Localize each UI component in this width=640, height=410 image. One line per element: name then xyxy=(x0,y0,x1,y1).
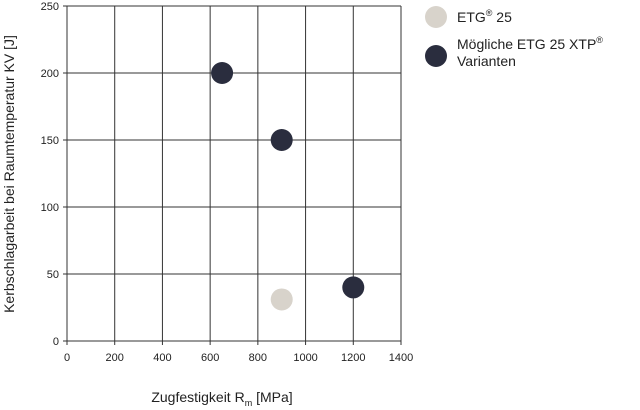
y-axis-title: Kerbschlagarbeit bei Raumtemperatur KV [… xyxy=(1,35,17,313)
legend: ETG® 25 Mögliche ETG 25 XTP®Varianten xyxy=(425,6,603,69)
x-tick-labels: 0 200 400 600 800 1000 1200 1400 xyxy=(64,352,413,364)
xtp-variant-point xyxy=(211,62,234,84)
x-tick-label: 800 xyxy=(249,352,267,364)
y-tick-label: 50 xyxy=(47,269,59,281)
legend-label: ETG® 25 xyxy=(457,8,512,25)
xtp-variant-point xyxy=(270,129,293,151)
x-tick-label: 1000 xyxy=(293,352,317,364)
legend-label: Varianten xyxy=(457,53,516,69)
axes xyxy=(63,5,402,345)
etg25-point xyxy=(270,288,293,311)
x-tick-label: 0 xyxy=(64,352,70,364)
y-tick-label: 150 xyxy=(41,135,59,147)
legend-etg25-marker xyxy=(425,6,447,28)
y-tick-labels: 0 50 100 150 200 250 xyxy=(41,1,59,348)
x-tick-label: 1400 xyxy=(389,352,413,364)
x-tick-label: 200 xyxy=(106,352,124,364)
legend-xtp-marker xyxy=(425,45,447,67)
grid xyxy=(66,5,402,342)
x-tick-label: 1200 xyxy=(341,352,365,364)
y-tick-label: 100 xyxy=(41,202,59,214)
x-axis-title: Zugfestigkeit Rm [MPa] xyxy=(151,389,292,408)
data-points xyxy=(211,62,365,311)
y-tick-label: 200 xyxy=(41,68,59,80)
y-tick-label: 250 xyxy=(41,1,59,13)
x-tick-label: 600 xyxy=(201,352,219,364)
legend-label: Mögliche ETG 25 XTP® xyxy=(457,35,603,52)
y-tick-label: 0 xyxy=(53,336,59,348)
x-tick-label: 400 xyxy=(153,352,171,364)
xtp-variant-point xyxy=(342,276,365,299)
